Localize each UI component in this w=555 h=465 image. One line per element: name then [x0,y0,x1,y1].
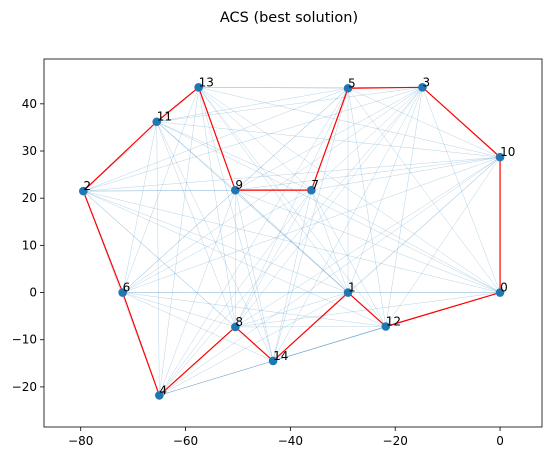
x-tick-label: −40 [278,434,303,448]
pheromone-edge [348,87,422,292]
pheromone-edge [83,88,348,191]
tour-edge [386,293,500,327]
pheromone-edge [311,157,500,190]
pheromone-edge [422,87,500,292]
pheromone-edge [386,87,423,326]
pheromone-edge [199,87,312,190]
x-tick-label: −80 [68,434,93,448]
tour-edge [235,327,273,361]
node-label: 8 [235,315,243,329]
node-label: 3 [422,75,430,89]
pheromone-edge [157,88,348,121]
node-label: 6 [123,281,131,295]
tour-edge [123,293,160,396]
node-label: 14 [273,349,288,363]
node-label: 0 [500,281,508,295]
tour-edge [83,122,156,191]
pheromone-edge [311,190,348,292]
pheromone-edge [199,87,236,327]
pheromone-edge [235,157,500,327]
plot-frame [44,59,542,427]
y-axis-ticks: −20 −10 0 10 20 30 40 [12,97,44,394]
y-tick-label: 20 [22,191,37,205]
node-label: 11 [157,110,172,124]
pheromone-edge [159,87,422,395]
node-label: 4 [159,383,167,397]
pheromone-edge [157,122,312,190]
pheromone-edge [83,191,385,326]
x-tick-label: −20 [383,434,408,448]
pheromone-edge [157,122,273,361]
x-tick-label: 0 [496,434,504,448]
pheromone-edge [348,88,500,292]
y-tick-label: 10 [22,238,37,252]
tour-edge [348,293,386,327]
pheromone-edges [83,87,500,395]
node-label: 2 [83,179,91,193]
y-tick-label: 0 [29,286,37,300]
x-tick-label: −60 [173,434,198,448]
x-axis-ticks: −80 −60 −40 −20 0 [68,427,504,448]
pheromone-edge [311,87,422,190]
pheromone-edge [123,293,236,327]
node-label: 13 [199,75,214,89]
tour-edge [199,87,236,190]
pheromone-edge [386,157,500,326]
node-label: 9 [235,178,243,192]
tour-edge [422,87,500,157]
pheromone-edge [235,87,422,327]
y-tick-label: −20 [12,380,37,394]
tour-edge [159,327,235,395]
pheromone-edge [235,190,273,361]
node-label: 10 [500,145,515,159]
pheromone-edge [159,361,273,395]
node-label: 1 [348,281,356,295]
y-tick-label: 40 [22,97,37,111]
pheromone-edge [83,157,500,191]
y-tick-label: 30 [22,144,37,158]
pheromone-edge [83,87,422,191]
node-label: 5 [348,76,356,90]
pheromone-edge [123,122,157,293]
pheromone-edge [157,122,500,293]
chart-title: ACS (best solution) [220,10,358,26]
pheromone-edge [235,293,348,327]
y-tick-label: −10 [12,333,37,347]
pheromone-edge [273,327,386,361]
node-label: 12 [386,315,401,329]
node-label: 7 [311,178,319,192]
